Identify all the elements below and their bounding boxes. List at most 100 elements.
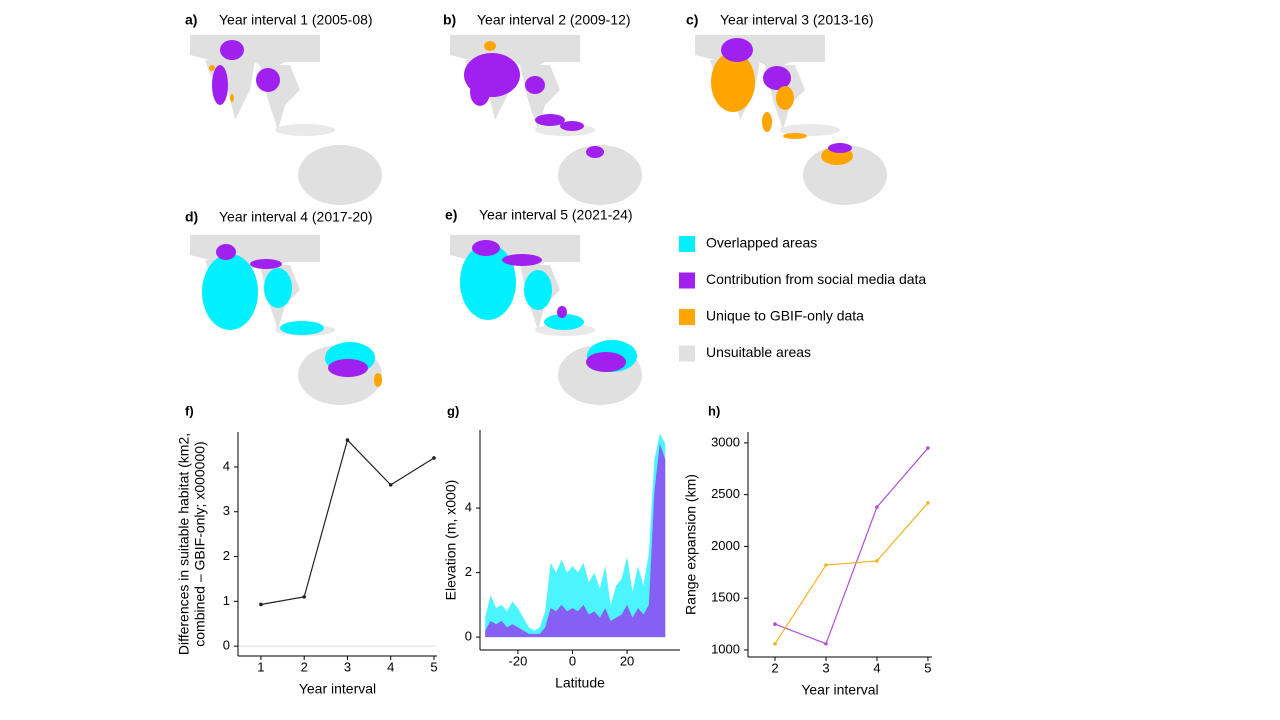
panel-label: d)	[185, 209, 198, 225]
range-area	[220, 40, 244, 60]
y-axis-label: combined – GBIF-only; x000000)	[192, 441, 208, 646]
series-line	[774, 502, 929, 645]
legend-label: Unique to GBIF-only data	[706, 308, 864, 324]
land	[190, 35, 320, 70]
density-area	[485, 443, 666, 638]
point	[875, 505, 879, 509]
land	[558, 145, 642, 205]
range-area	[472, 240, 500, 256]
x-tick-label: 3	[344, 659, 351, 674]
x-tick-label: 1	[257, 659, 264, 674]
range-area	[776, 86, 794, 110]
map-title: Year interval 1 (2005-08)	[219, 12, 373, 28]
map	[450, 35, 642, 205]
map-title: Year interval 2 (2009-12)	[477, 12, 631, 28]
point	[824, 563, 828, 567]
legend-swatch	[679, 272, 695, 289]
panel-label: h)	[708, 403, 720, 418]
x-axis-label: Year interval	[801, 682, 878, 698]
y-axis-label: Range expansion (km)	[683, 474, 699, 615]
density-area	[485, 433, 666, 638]
x-tick-label: -20	[509, 653, 528, 668]
range-area	[557, 306, 567, 318]
land	[190, 235, 320, 270]
range-area	[230, 94, 234, 102]
range-area	[264, 268, 292, 308]
point	[824, 641, 828, 646]
x-tick-label: 3	[822, 660, 829, 675]
range-area	[502, 254, 542, 266]
land	[450, 35, 580, 70]
x-axis-label: Year interval	[299, 681, 376, 697]
legend-swatch	[679, 309, 695, 325]
y-axis-label: Elevation (m, x000)	[443, 480, 459, 601]
range-area	[586, 352, 626, 372]
y-axis-label: Differences in suitable habitat (km2,	[176, 433, 192, 655]
point	[926, 446, 930, 450]
y-tick-label: 1000	[711, 641, 740, 656]
x-tick-label: 4	[387, 659, 394, 674]
range-area	[250, 259, 282, 269]
y-tick-label: 0	[223, 638, 230, 653]
range-area	[544, 314, 584, 330]
land	[298, 145, 382, 205]
range-area	[460, 244, 516, 320]
range-area	[560, 121, 584, 131]
x-tick-label: 5	[924, 660, 931, 675]
map	[190, 235, 382, 405]
y-tick-label: 4	[223, 458, 230, 473]
y-tick-label: 1500	[711, 590, 740, 605]
range-area	[484, 41, 496, 51]
point	[773, 622, 777, 626]
range-area	[256, 68, 280, 92]
panel-label: f)	[185, 403, 194, 418]
point	[259, 602, 263, 607]
range-area	[828, 143, 852, 153]
legend-label: Unsuitable areas	[706, 344, 811, 360]
y-tick-label: 2	[223, 548, 230, 563]
range-area	[374, 373, 382, 387]
range-area	[711, 52, 755, 112]
legend-label: Contribution from social media data	[706, 271, 926, 287]
panel-label: b)	[443, 12, 456, 28]
range-area	[525, 76, 545, 94]
panel-label: e)	[445, 207, 457, 223]
point	[388, 483, 393, 487]
x-tick-label: 4	[873, 660, 880, 675]
land	[275, 124, 335, 136]
range-area	[216, 244, 236, 260]
range-area	[721, 38, 753, 62]
range-area	[762, 112, 772, 132]
map-title: Year interval 4 (2017-20)	[219, 209, 373, 225]
map-title: Year interval 3 (2013-16)	[720, 12, 874, 28]
range-area	[763, 66, 791, 90]
range-area	[209, 65, 215, 71]
point	[875, 559, 879, 563]
range-area	[202, 254, 258, 330]
panel-label: g)	[447, 403, 459, 418]
point	[432, 456, 436, 460]
range-area	[783, 133, 807, 139]
x-tick-label: 20	[620, 653, 634, 668]
range-area	[586, 146, 604, 158]
y-tick-label: 4	[465, 500, 472, 515]
x-tick-label: 5	[430, 659, 437, 674]
series-line	[774, 447, 929, 645]
y-tick-label: 2000	[711, 538, 740, 553]
map	[190, 35, 382, 205]
y-tick-label: 3000	[711, 434, 740, 449]
range-area	[524, 270, 552, 310]
range-area	[280, 321, 324, 335]
series-line	[260, 438, 435, 606]
point	[345, 438, 350, 442]
panel-label: c)	[686, 12, 698, 28]
map	[695, 35, 887, 205]
y-tick-label: 1	[223, 593, 230, 608]
x-tick-label: 2	[301, 659, 308, 674]
panel-label: a)	[185, 12, 197, 28]
map	[450, 235, 642, 405]
x-axis-label: Latitude	[555, 675, 605, 691]
range-area	[212, 65, 228, 105]
